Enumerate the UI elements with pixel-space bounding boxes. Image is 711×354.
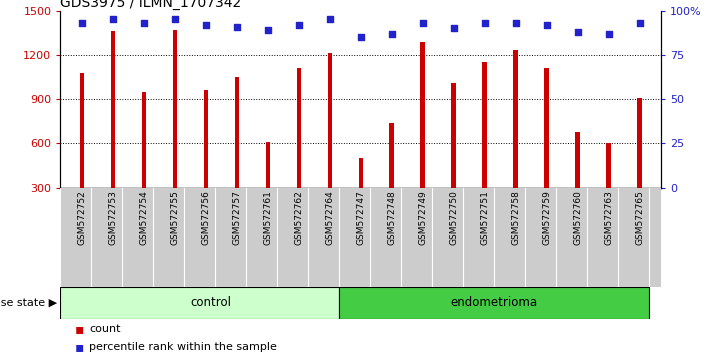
Bar [482,62,487,188]
Point [169,17,181,22]
Text: GSM572758: GSM572758 [511,190,520,245]
Text: control: control [190,296,231,309]
Point [76,20,87,26]
Text: GSM572760: GSM572760 [573,190,582,245]
Bar [60,287,339,319]
Bar [513,50,518,188]
Text: GSM572757: GSM572757 [232,190,242,245]
Point [634,20,646,26]
Text: endometrioma: endometrioma [451,296,538,309]
Text: GDS3975 / ILMN_1707342: GDS3975 / ILMN_1707342 [60,0,242,10]
Text: GSM572765: GSM572765 [635,190,644,245]
Text: percentile rank within the sample: percentile rank within the sample [89,342,277,352]
Bar [235,77,240,188]
Text: count: count [89,324,120,334]
Text: GSM572751: GSM572751 [480,190,489,245]
Text: GSM572753: GSM572753 [109,190,117,245]
Text: GSM572764: GSM572764 [326,190,334,245]
Bar [328,53,332,188]
Bar [296,68,301,188]
Text: GSM572762: GSM572762 [294,190,304,245]
Point [479,20,491,26]
Text: GSM572752: GSM572752 [77,190,87,245]
Text: GSM572759: GSM572759 [542,190,551,245]
Text: GSM572754: GSM572754 [139,190,149,245]
Point [510,20,521,26]
Bar [420,41,425,188]
Bar [451,83,456,188]
Bar [545,68,549,188]
Point [293,22,304,28]
Text: GSM572747: GSM572747 [356,190,365,245]
Point [541,22,552,28]
Text: GSM572761: GSM572761 [264,190,272,245]
Point [603,31,614,36]
Point [417,20,429,26]
Point [139,20,150,26]
Bar [266,142,270,188]
Bar [203,90,208,188]
Text: GSM572763: GSM572763 [604,190,613,245]
Bar [111,31,115,188]
Bar [390,123,394,188]
Point [448,25,459,31]
Point [355,34,367,40]
Text: GSM572748: GSM572748 [387,190,396,245]
Bar [358,158,363,188]
Text: GSM572750: GSM572750 [449,190,458,245]
Text: GSM572755: GSM572755 [171,190,179,245]
Bar [606,143,611,188]
Point [324,17,336,22]
Point [386,31,397,36]
Bar [637,98,642,188]
Text: GSM572756: GSM572756 [201,190,210,245]
Bar [575,132,580,188]
Text: GSM572749: GSM572749 [418,190,427,245]
Point [107,17,119,22]
Point [201,22,212,28]
Point [572,29,583,35]
Bar [173,30,177,188]
Text: disease state ▶: disease state ▶ [0,298,57,308]
Text: ▪: ▪ [75,322,84,336]
Text: ▪: ▪ [75,340,84,354]
Bar [339,287,649,319]
Point [231,24,242,29]
Bar [80,73,85,188]
Point [262,27,274,33]
Bar [141,92,146,188]
